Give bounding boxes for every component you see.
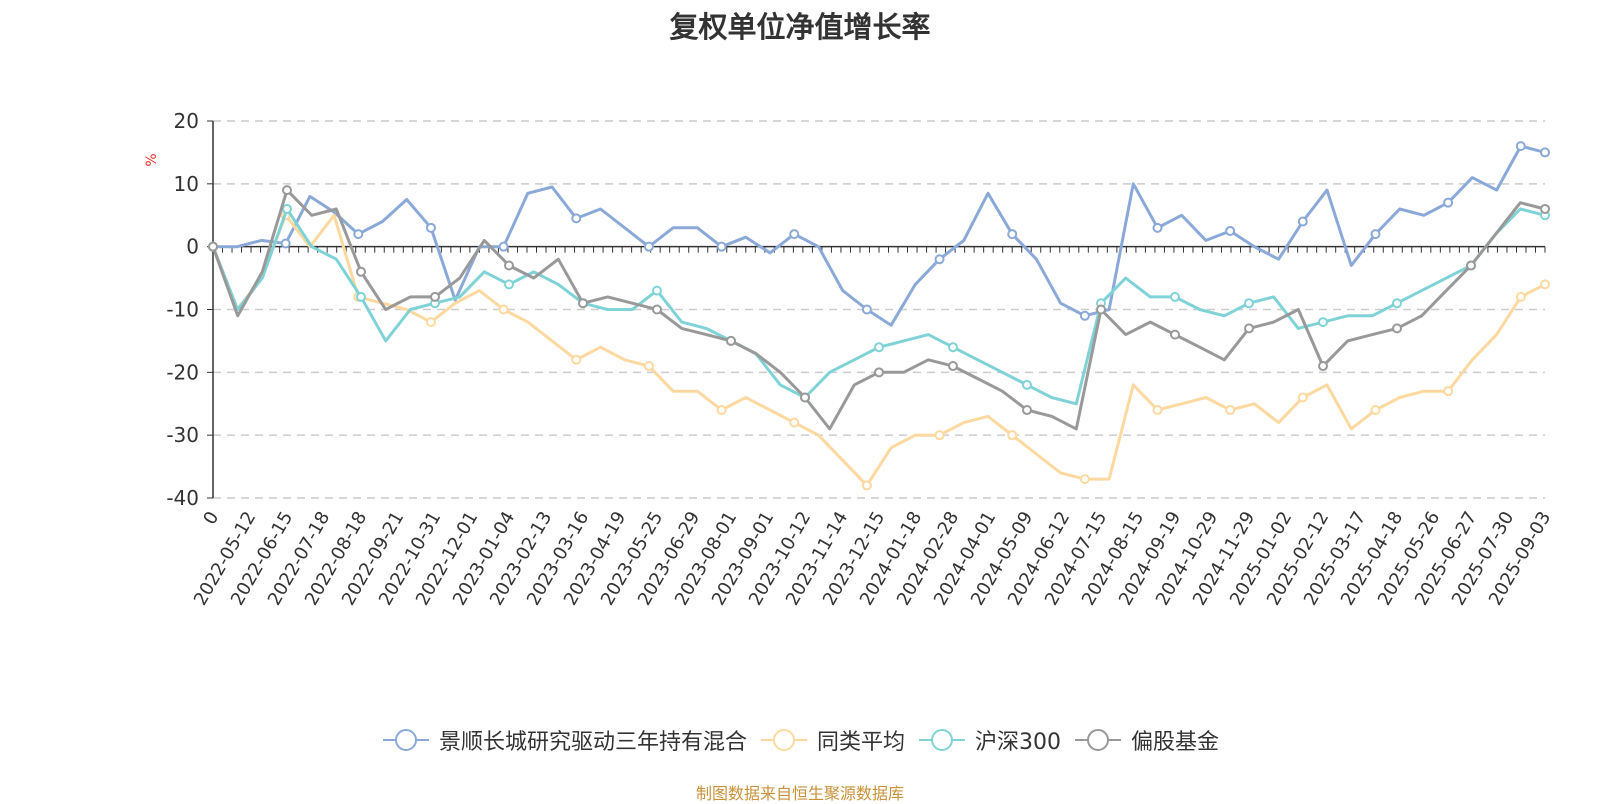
series-line	[211, 213, 1546, 487]
data-point	[571, 354, 582, 365]
legend-item[interactable]: 景顺长城研究驱动三年持有混合	[381, 724, 747, 756]
data-point	[1022, 379, 1032, 390]
legend-label: 同类平均	[816, 730, 905, 755]
data-point	[1297, 392, 1308, 403]
data-point	[934, 254, 945, 265]
series-0	[208, 141, 1550, 327]
data-point	[1170, 329, 1180, 340]
data-point	[1244, 298, 1254, 309]
data-point	[934, 430, 945, 441]
data-point	[1007, 430, 1018, 441]
data-point	[1466, 260, 1476, 271]
data-point	[1318, 361, 1328, 372]
data-point	[874, 342, 884, 353]
data-point	[1540, 147, 1550, 158]
legend-item[interactable]: 偏股基金	[1073, 724, 1219, 756]
data-point	[208, 241, 218, 252]
data-point	[353, 229, 364, 240]
legend-marker-icon	[1075, 729, 1121, 751]
y-tick-label: -10	[166, 298, 199, 322]
y-tick-label: 0	[186, 235, 199, 259]
data-point	[1392, 323, 1402, 334]
series-lines	[208, 141, 1550, 491]
data-point	[726, 335, 736, 346]
data-point	[948, 342, 958, 353]
legend-item[interactable]: 沪深300	[917, 724, 1061, 756]
data-point	[280, 238, 291, 249]
data-point	[861, 480, 872, 491]
data-point	[948, 361, 958, 372]
data-point	[652, 304, 662, 315]
data-point	[1297, 216, 1308, 227]
y-tick-label: -20	[166, 360, 199, 384]
legend-marker-icon	[919, 729, 965, 751]
data-point	[1022, 405, 1032, 416]
x-tick-label: 0	[199, 508, 223, 528]
data-point	[789, 229, 800, 240]
legend-label: 景顺长城研究驱动三年持有混合	[438, 730, 747, 755]
data-point	[716, 405, 727, 416]
data-point	[504, 279, 514, 290]
y-axis: 20 10 0 -10 -20 -30 -40	[166, 109, 214, 510]
data-point	[425, 222, 436, 233]
legend-label: 沪深300	[975, 730, 1061, 755]
data-point	[861, 304, 872, 315]
data-point	[1225, 225, 1236, 236]
data-point	[356, 266, 366, 277]
data-point	[282, 185, 292, 196]
data-point	[578, 298, 588, 309]
data-point	[1443, 197, 1454, 208]
data-point	[1540, 203, 1550, 214]
data-point	[652, 285, 662, 296]
legend-marker-icon	[382, 729, 429, 751]
data-point	[1370, 229, 1381, 240]
source-note: 制图数据来自恒生聚源数据库	[695, 784, 904, 803]
legend-marker-icon	[760, 729, 807, 751]
data-point	[1515, 291, 1526, 302]
data-point	[1515, 141, 1526, 152]
data-point	[716, 241, 727, 252]
data-point	[1170, 291, 1180, 302]
y-tick-label: 10	[174, 172, 199, 196]
data-point	[874, 367, 884, 378]
data-point	[571, 213, 582, 224]
y-tick-label: 20	[174, 109, 199, 133]
data-point	[1152, 405, 1163, 416]
data-point	[1443, 386, 1454, 397]
data-point	[789, 417, 800, 428]
series-line	[213, 144, 1546, 327]
data-point	[1152, 222, 1163, 233]
data-point	[425, 317, 436, 328]
data-point	[1096, 304, 1106, 315]
data-point	[1244, 323, 1254, 334]
y-tick-label: -30	[166, 423, 199, 447]
legend: 景顺长城研究驱动三年持有混合 同类平均 沪深300 偏股基金	[0, 724, 1600, 756]
data-point	[1007, 229, 1018, 240]
series-3	[208, 185, 1550, 431]
data-point	[1392, 298, 1402, 309]
y-axis-label: %	[144, 153, 160, 166]
legend-label: 偏股基金	[1131, 730, 1220, 755]
data-point	[1079, 310, 1090, 321]
data-point	[1370, 405, 1381, 416]
data-point	[643, 361, 654, 372]
data-point	[282, 203, 292, 214]
data-point	[643, 241, 654, 252]
data-point	[1540, 279, 1550, 290]
chart-title: 复权单位净值增长率	[669, 10, 931, 44]
data-point	[430, 291, 440, 302]
data-point	[504, 260, 514, 271]
legend-item[interactable]: 同类平均	[759, 724, 905, 756]
data-point	[1079, 474, 1090, 485]
data-point	[1225, 405, 1236, 416]
data-point	[356, 291, 366, 302]
y-tick-label: -40	[166, 486, 199, 510]
data-point	[498, 241, 509, 252]
data-point	[498, 304, 509, 315]
data-point	[800, 392, 810, 403]
data-point	[1318, 317, 1328, 328]
